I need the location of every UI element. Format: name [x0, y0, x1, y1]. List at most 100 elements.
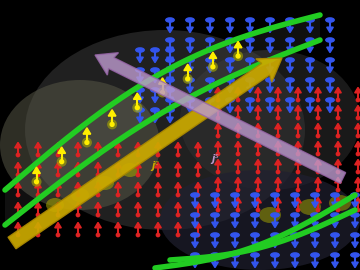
Ellipse shape: [166, 108, 174, 112]
Ellipse shape: [271, 233, 279, 237]
Ellipse shape: [166, 58, 174, 62]
Circle shape: [336, 116, 340, 120]
Ellipse shape: [0, 80, 160, 210]
Polygon shape: [35, 202, 41, 208]
Circle shape: [16, 233, 20, 237]
Polygon shape: [187, 67, 193, 73]
Polygon shape: [58, 147, 66, 153]
Polygon shape: [175, 183, 181, 188]
Polygon shape: [159, 78, 166, 84]
Polygon shape: [15, 142, 21, 148]
Polygon shape: [167, 27, 173, 33]
Polygon shape: [315, 197, 321, 203]
Circle shape: [316, 116, 320, 120]
Polygon shape: [352, 202, 358, 208]
Polygon shape: [232, 262, 238, 268]
Polygon shape: [247, 107, 253, 113]
Polygon shape: [212, 222, 218, 228]
Circle shape: [356, 188, 360, 192]
Circle shape: [36, 153, 40, 157]
Polygon shape: [215, 141, 221, 147]
Polygon shape: [207, 87, 213, 93]
Circle shape: [236, 116, 240, 120]
Ellipse shape: [306, 58, 314, 62]
Polygon shape: [292, 262, 298, 268]
Circle shape: [336, 98, 340, 102]
Ellipse shape: [251, 193, 259, 197]
Polygon shape: [315, 105, 321, 111]
Text: j$^{s}$: j$^{s}$: [210, 153, 220, 167]
Circle shape: [196, 173, 200, 177]
Polygon shape: [335, 159, 341, 165]
Ellipse shape: [186, 98, 194, 102]
Polygon shape: [267, 47, 273, 53]
Circle shape: [256, 134, 260, 138]
Circle shape: [36, 233, 40, 237]
Polygon shape: [235, 159, 241, 165]
Circle shape: [196, 233, 200, 237]
Ellipse shape: [211, 213, 219, 217]
Ellipse shape: [351, 213, 359, 217]
Polygon shape: [207, 107, 213, 113]
Polygon shape: [75, 183, 81, 188]
Ellipse shape: [96, 176, 114, 190]
Circle shape: [296, 208, 300, 212]
Polygon shape: [115, 183, 121, 188]
Polygon shape: [355, 141, 360, 147]
Circle shape: [176, 153, 180, 157]
Ellipse shape: [286, 78, 294, 82]
Polygon shape: [332, 262, 338, 268]
Polygon shape: [215, 87, 221, 93]
Ellipse shape: [121, 163, 139, 177]
Polygon shape: [335, 141, 341, 147]
Ellipse shape: [166, 18, 174, 22]
Polygon shape: [352, 222, 358, 228]
Polygon shape: [75, 162, 81, 168]
Ellipse shape: [331, 233, 339, 237]
Polygon shape: [195, 162, 201, 168]
Polygon shape: [195, 222, 201, 228]
Polygon shape: [252, 222, 258, 228]
Polygon shape: [355, 87, 360, 93]
Circle shape: [158, 87, 167, 97]
Circle shape: [236, 54, 240, 58]
Ellipse shape: [306, 18, 314, 22]
Polygon shape: [167, 77, 173, 83]
Ellipse shape: [326, 58, 334, 62]
Ellipse shape: [311, 253, 319, 257]
Circle shape: [216, 208, 220, 212]
Polygon shape: [155, 222, 161, 228]
Polygon shape: [275, 197, 281, 203]
Circle shape: [276, 98, 280, 102]
Ellipse shape: [286, 98, 294, 102]
Circle shape: [176, 213, 180, 217]
Circle shape: [336, 170, 340, 174]
Polygon shape: [95, 202, 101, 208]
Circle shape: [156, 173, 160, 177]
Ellipse shape: [180, 50, 360, 190]
Polygon shape: [312, 242, 318, 248]
Circle shape: [296, 188, 300, 192]
Polygon shape: [267, 67, 273, 73]
Polygon shape: [315, 141, 321, 147]
Polygon shape: [152, 97, 158, 103]
Circle shape: [236, 188, 240, 192]
Polygon shape: [195, 183, 201, 188]
Circle shape: [316, 152, 320, 156]
Circle shape: [216, 188, 220, 192]
Polygon shape: [155, 162, 161, 168]
Circle shape: [136, 233, 140, 237]
Ellipse shape: [160, 170, 360, 270]
Polygon shape: [327, 47, 333, 53]
Polygon shape: [275, 105, 281, 111]
Polygon shape: [155, 142, 161, 148]
Ellipse shape: [246, 98, 254, 102]
Circle shape: [161, 90, 165, 94]
Circle shape: [256, 152, 260, 156]
Circle shape: [316, 208, 320, 212]
Polygon shape: [175, 162, 181, 168]
Circle shape: [336, 152, 340, 156]
Polygon shape: [315, 177, 321, 183]
Polygon shape: [167, 57, 173, 63]
Polygon shape: [235, 197, 241, 203]
